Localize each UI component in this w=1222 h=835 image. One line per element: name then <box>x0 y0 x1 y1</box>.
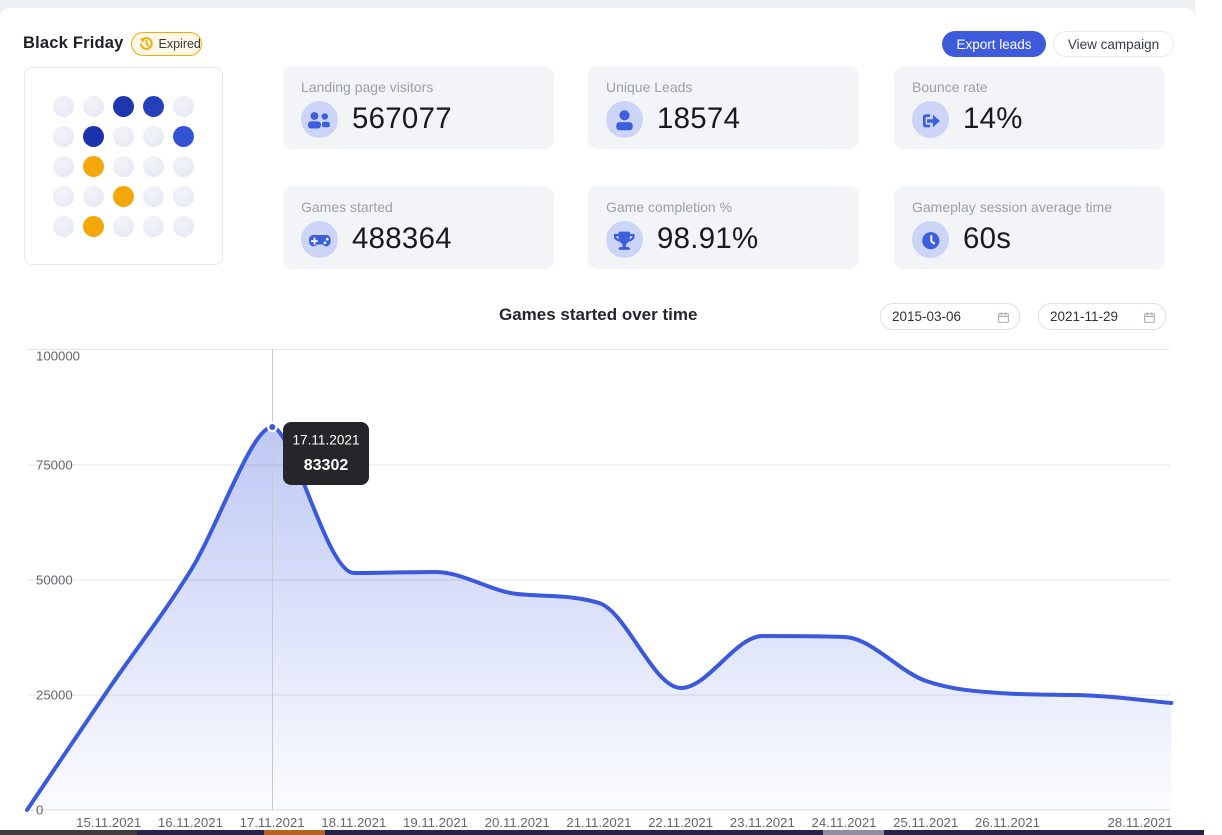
svg-text:25000: 25000 <box>36 688 73 703</box>
svg-text:18.11.2021: 18.11.2021 <box>321 815 386 830</box>
svg-text:26.11.2021: 26.11.2021 <box>975 815 1040 830</box>
svg-text:23.11.2021: 23.11.2021 <box>730 815 795 830</box>
svg-text:25.11.2021: 25.11.2021 <box>893 815 958 830</box>
svg-text:19.11.2021: 19.11.2021 <box>403 815 468 830</box>
svg-text:50000: 50000 <box>36 573 73 588</box>
svg-text:75000: 75000 <box>36 458 73 473</box>
svg-text:15.11.2021: 15.11.2021 <box>76 815 141 830</box>
svg-text:16.11.2021: 16.11.2021 <box>158 815 223 830</box>
svg-text:20.11.2021: 20.11.2021 <box>485 815 550 830</box>
svg-text:22.11.2021: 22.11.2021 <box>648 815 713 830</box>
svg-text:21.11.2021: 21.11.2021 <box>566 815 631 830</box>
svg-text:100000: 100000 <box>36 349 80 364</box>
svg-text:24.11.2021: 24.11.2021 <box>811 815 876 830</box>
svg-text:17.11.2021: 17.11.2021 <box>240 815 305 830</box>
svg-text:28.11.2021: 28.11.2021 <box>1107 815 1172 830</box>
svg-text:0: 0 <box>36 803 43 818</box>
svg-text:83302: 83302 <box>304 457 349 474</box>
svg-text:17.11.2021: 17.11.2021 <box>292 433 359 448</box>
